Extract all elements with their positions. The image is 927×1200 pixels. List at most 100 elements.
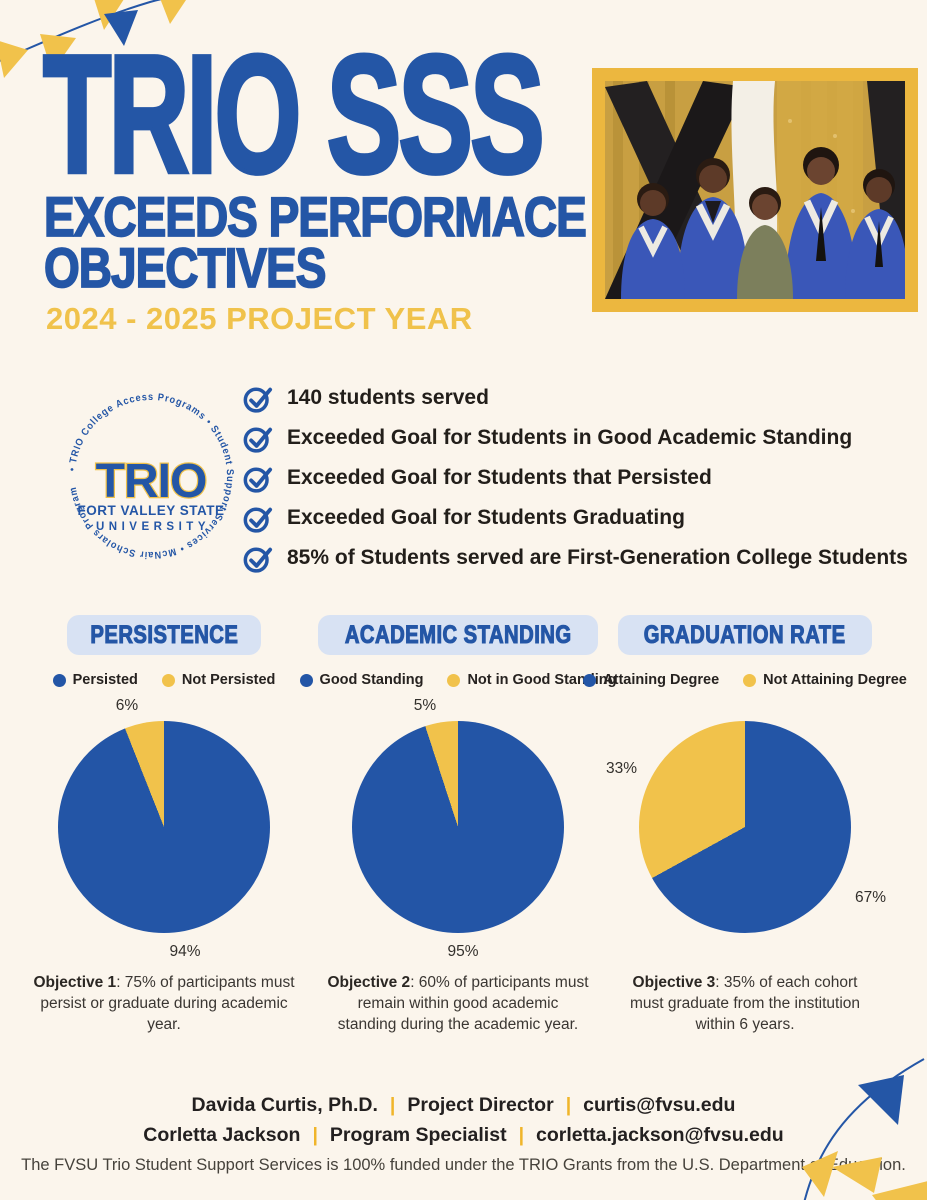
- highlights-list: 140 students served Exceeded Goal for St…: [243, 378, 908, 578]
- legend-dot: [743, 673, 757, 687]
- chart-title: GRADUATION RATE: [644, 620, 846, 649]
- legend-dot: [299, 673, 313, 687]
- check-circle-icon: [243, 463, 274, 494]
- legend-item: Not in Good Standing: [447, 672, 616, 688]
- bunting-flags-top-left: [0, 0, 186, 78]
- legend-item: Attaining Degree: [583, 672, 719, 688]
- legend-dot: [447, 673, 461, 687]
- contact-role: Project Director: [407, 1094, 554, 1116]
- pie-value-label: 94%: [169, 943, 201, 960]
- legend-item: Good Standing: [299, 672, 424, 688]
- legend-label: Persisted: [72, 672, 138, 688]
- legend-item: Not Persisted: [161, 672, 276, 688]
- project-year: 2024 - 2025 PROJECT YEAR: [46, 301, 473, 336]
- highlight-text: Exceeded Goal for Students that Persiste…: [287, 466, 712, 489]
- separator: |: [518, 1124, 525, 1146]
- chart-legend: Persisted Not Persisted: [14, 672, 314, 688]
- group-photo: [592, 68, 918, 312]
- legend-dot: [583, 673, 597, 687]
- check-circle-icon: [243, 543, 274, 574]
- highlight-text: 85% of Students served are First-Generat…: [287, 546, 908, 569]
- legend-item: Persisted: [52, 672, 138, 688]
- contact-line-2: Corletta Jackson | Program Specialist | corl…: [0, 1124, 927, 1147]
- objective-text: Objective 1: 75% of participants must pe…: [33, 973, 295, 1036]
- pie-value-label: 5%: [413, 697, 437, 714]
- objective-body: : 75% of participants must persist or gr…: [40, 974, 295, 1033]
- highlight-text: Exceeded Goal for Students in Good Acade…: [287, 426, 853, 449]
- separator: |: [389, 1094, 396, 1116]
- legend-dot: [161, 673, 175, 687]
- pie-value-label: 6%: [115, 697, 139, 714]
- list-item: Exceeded Goal for Students Graduating: [243, 498, 908, 538]
- objective-label: Objective 3: [632, 974, 716, 991]
- pie-chart-wrap: 33% 67%: [606, 721, 886, 933]
- page-subtitle-line2: OBJECTIVES: [43, 236, 327, 299]
- separator: |: [565, 1094, 572, 1116]
- separator: |: [312, 1124, 318, 1146]
- pie-value-label: 95%: [447, 943, 479, 960]
- legend-label: Good Standing: [319, 672, 424, 688]
- page-title: TRIO SSS: [42, 20, 547, 208]
- list-item: Exceeded Goal for Students that Persiste…: [243, 458, 908, 498]
- pennant-blue: [858, 1075, 904, 1125]
- highlight-text: 140 students served: [287, 386, 489, 409]
- chart-title: PERSISTENCE: [90, 620, 238, 649]
- pennant-yellow: [160, 0, 186, 24]
- chart-academic-standing: ACADEMIC STANDING Good Standing Not in G…: [299, 612, 616, 1036]
- chart-title-badge: GRADUATION RATE: [618, 615, 872, 655]
- pennant-yellow: [802, 1151, 838, 1197]
- pie-chart: [352, 721, 564, 933]
- funding-disclaimer: The FVSU Trio Student Support Services i…: [21, 1156, 906, 1174]
- chart-title-badge: PERSISTENCE: [66, 615, 262, 655]
- legend-label: Not Attaining Degree: [763, 672, 907, 688]
- objective-label: Objective 1: [33, 974, 117, 991]
- logo-line2: UNIVERSITY: [96, 521, 210, 533]
- contact-role: Program Specialist: [329, 1124, 507, 1146]
- objective-text: Objective 2: 60% of participants must re…: [327, 973, 589, 1036]
- check-circle-icon: [243, 423, 274, 454]
- chart-graduation-rate: GRADUATION RATE Attaining Degree Not Att…: [583, 612, 907, 1036]
- check-circle-icon: [243, 503, 274, 534]
- pie-chart-wrap: 5% 95%: [352, 697, 564, 960]
- pie-value-label: 67%: [855, 889, 887, 906]
- logo-center-text: TRIO: [96, 455, 207, 508]
- chart-persistence: PERSISTENCE Persisted Not Persisted 6% 9…: [14, 612, 314, 1036]
- chart-legend: Attaining Degree Not Attaining Degree: [583, 672, 907, 688]
- legend-item: Not Attaining Degree: [743, 672, 907, 688]
- contact-name: Davida Curtis, Ph.D.: [191, 1094, 378, 1116]
- list-item: Exceeded Goal for Students in Good Acade…: [243, 418, 908, 458]
- pennant-yellow: [0, 41, 28, 78]
- page-subtitle-line1: EXCEEDS PERFORMACE: [43, 185, 587, 248]
- legend-dot: [52, 673, 66, 687]
- objective-body: : 60% of participants must remain within…: [337, 974, 589, 1033]
- check-circle-icon: [243, 383, 274, 414]
- group-photo-illustration: [605, 81, 905, 299]
- logo-line1: FORT VALLEY STATE: [77, 503, 224, 518]
- bunting-flags-bottom-right: [802, 1058, 927, 1200]
- pie-chart: [58, 721, 270, 933]
- pennant-yellow: [872, 1181, 927, 1200]
- legend-label: Not in Good Standing: [467, 672, 617, 688]
- highlight-text: Exceeded Goal for Students Graduating: [287, 506, 685, 529]
- pie-chart-wrap: 6% 94%: [58, 697, 270, 960]
- trio-logo: • TRIO College Access Programs • Student…: [67, 392, 234, 560]
- objective-body: : 35% of each cohort must graduate from …: [629, 974, 861, 1033]
- contact-email: curtis@fvsu.edu: [583, 1094, 736, 1116]
- chart-legend: Good Standing Not in Good Standing: [299, 672, 616, 688]
- objective-label: Objective 2: [327, 974, 411, 991]
- pennant-yellow: [832, 1157, 882, 1193]
- pennant-blue: [104, 10, 138, 46]
- pennant-yellow: [40, 34, 76, 72]
- objective-text: Objective 3: 35% of each cohort must gra…: [614, 973, 876, 1036]
- list-item: 140 students served: [243, 378, 908, 418]
- contact-line-1: Davida Curtis, Ph.D. | Project Director | cu…: [0, 1094, 927, 1117]
- list-item: 85% of Students served are First-Generat…: [243, 538, 908, 578]
- contact-name: Corletta Jackson: [143, 1124, 301, 1146]
- chart-title-badge: ACADEMIC STANDING: [317, 615, 599, 655]
- legend-label: Not Persisted: [181, 672, 276, 688]
- legend-label: Attaining Degree: [603, 672, 720, 688]
- pie-value-label: 33%: [605, 760, 637, 777]
- chart-title: ACADEMIC STANDING: [344, 620, 572, 649]
- pie-chart: [639, 721, 851, 933]
